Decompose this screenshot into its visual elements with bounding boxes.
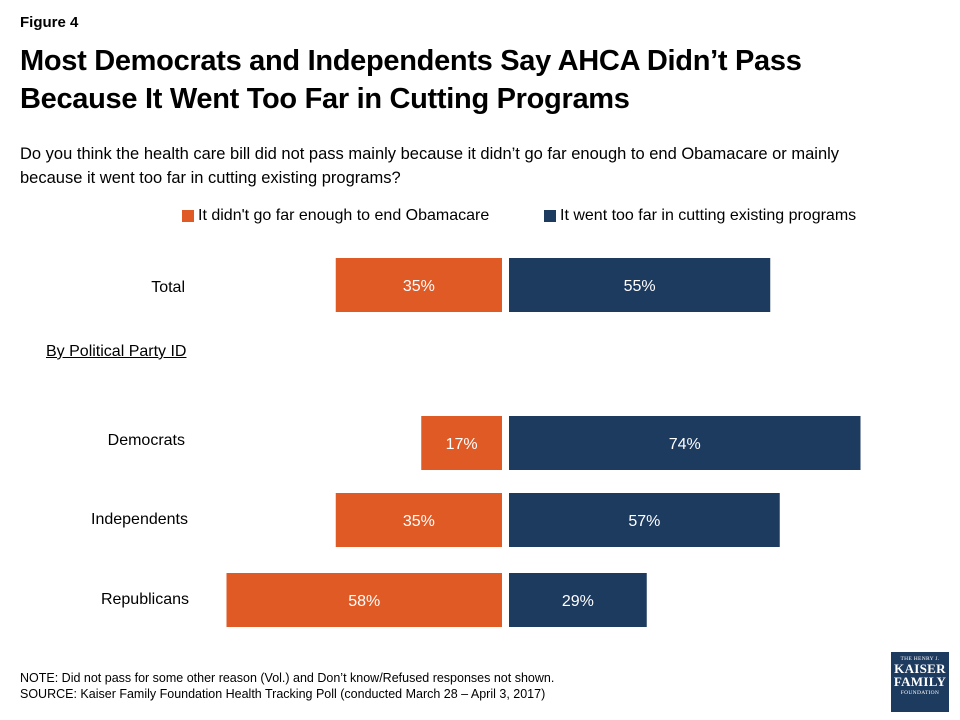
footnote: NOTE: Did not pass for some other reason… (20, 670, 554, 702)
legend: It didn't go far enough to end Obamacare… (0, 207, 960, 229)
chart-subtitle: Do you think the health care bill did no… (20, 145, 840, 187)
bar-not-far-enough-independents (335, 493, 502, 547)
data-label-too-far-total: 55% (624, 278, 656, 295)
bar-too-far-republicans (509, 573, 647, 627)
section-label-party-id: By Political Party ID (46, 343, 187, 360)
bar-not-far-enough-democrats (421, 416, 502, 470)
category-label-democrats: Democrats (107, 432, 185, 449)
logo-line-1: KAISER (894, 661, 946, 676)
bar-too-far-democrats (509, 416, 861, 470)
figure-label: Figure 4 (20, 14, 79, 31)
category-label-republicans: Republicans (100, 591, 189, 608)
bar-not-far-enough-republicans (226, 573, 502, 627)
legend-swatch-navy (544, 210, 556, 222)
logo-bottom-text: FOUNDATION (900, 690, 940, 696)
data-label-too-far-independents: 57% (628, 513, 660, 530)
legend-label-too-far: It went too far in cutting existing prog… (560, 207, 857, 224)
legend-item-not-far-enough: It didn't go far enough to end Obamacare (182, 207, 489, 225)
chart-title-line-1: Most Democrats and Independents Say AHCA… (20, 45, 802, 77)
data-label-not-far-enough-republicans: 58% (348, 593, 380, 610)
category-label-total: Total (151, 279, 185, 296)
data-label-not-far-enough-democrats: 17% (446, 436, 478, 453)
data-label-not-far-enough-total: 35% (403, 278, 435, 295)
legend-label-not-far-enough: It didn't go far enough to end Obamacare (198, 207, 490, 224)
data-label-not-far-enough-independents: 35% (403, 513, 435, 530)
legend-item-too-far: It went too far in cutting existing prog… (544, 207, 856, 225)
data-label-too-far-democrats: 74% (669, 436, 701, 453)
logo-line-2: FAMILY (893, 674, 947, 689)
data-label-too-far-republicans: 29% (562, 593, 594, 610)
category-label-independents: Independents (91, 511, 188, 528)
legend-swatch-orange (182, 210, 194, 222)
chart-title: Most Democrats and Independents Say AHCA… (20, 42, 920, 118)
bar-not-far-enough-total (335, 258, 502, 312)
bar-too-far-total (509, 258, 771, 312)
note-text: NOTE: Did not pass for some other reason… (20, 671, 555, 685)
kff-logo: THE HENRY J. KAISER FAMILY FOUNDATION (891, 652, 949, 712)
chart-title-line-2: Because It Went Too Far in Cutting Progr… (20, 83, 630, 115)
source-text: SOURCE: Kaiser Family Foundation Health … (20, 687, 546, 701)
bar-too-far-independents (509, 493, 780, 547)
logo-top-text: THE HENRY J. (900, 656, 940, 662)
